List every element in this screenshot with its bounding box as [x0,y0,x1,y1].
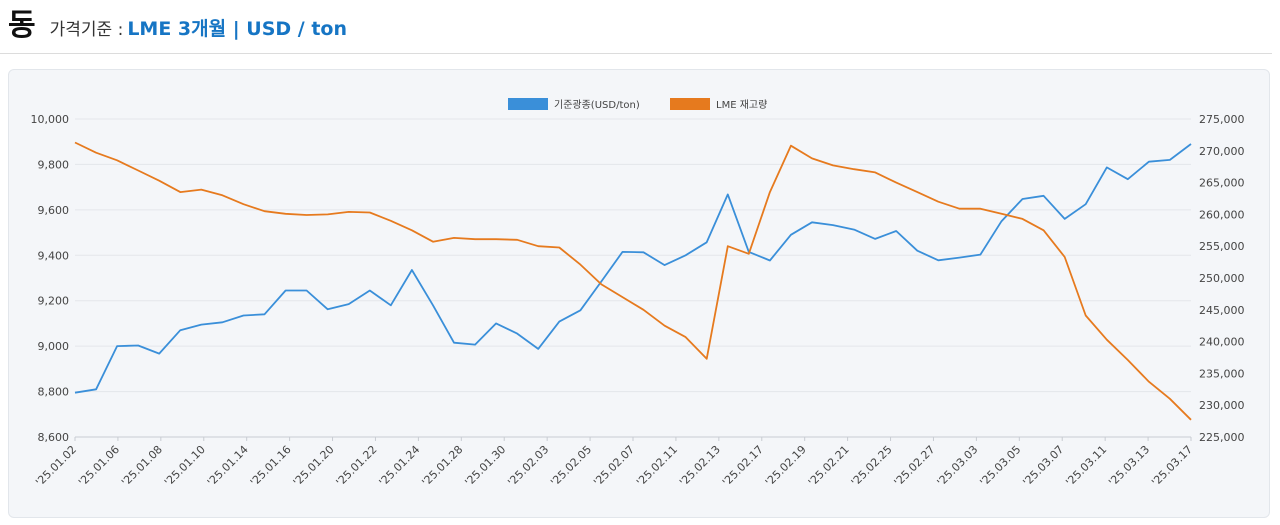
x-tick-label: '25.02.17 [720,443,766,489]
legend-swatch [508,98,548,110]
y-left-tick-label: 9,600 [38,204,70,217]
y-left-tick-label: 9,000 [38,340,70,353]
legend-label: LME 재고량 [716,99,767,111]
x-tick-label: '25.02.25 [849,443,895,489]
grid-lines [75,118,1191,438]
x-tick-label: '25.01.06 [76,443,122,489]
y-left-tick-label: 8,600 [38,431,70,444]
page-header: 동 가격기준 : LME 3개월 | USD / ton [8,4,347,48]
x-tick-label: '25.03.03 [935,443,981,489]
chart-legend[interactable]: 기준광종(USD/ton) LME 재고량 [508,98,767,111]
x-tick-label: '25.01.16 [248,443,294,489]
x-tick-label: '25.03.17 [1149,443,1195,489]
x-tick-label: '25.01.20 [291,443,337,489]
x-tick-label: '25.01.02 [33,443,79,489]
y-left-tick-label: 8,800 [38,386,70,399]
y-right-tick-label: 230,000 [1199,399,1245,412]
price-stock-chart: 8,600 8,800 9,000 9,200 9,400 9,600 9,800 10,00… [31,98,1245,489]
legend-item-2[interactable]: LME 재고량 [670,98,767,111]
y-left-tick-label: 9,400 [38,249,70,262]
x-tick-label: '25.03.11 [1063,443,1109,489]
y-left-tick-label: 10,000 [31,113,70,126]
price-basis-label: 가격기준 : [49,20,124,40]
price-basis-value: LME 3개월 | USD / ton [127,18,347,40]
y-right-tick-label: 240,000 [1199,336,1245,349]
series-lines [74,141,1192,421]
legend-swatch [670,98,710,110]
y-axis-right: 225,000 230,000 235,000 240,000 245,000 250,0… [1199,113,1245,444]
x-tick-label: '25.01.22 [334,443,380,489]
y-right-tick-label: 265,000 [1199,177,1245,190]
x-tick-label: '25.01.28 [419,443,465,489]
y-left-tick-label: 9,200 [38,295,70,308]
metal-name: 동 [8,8,36,43]
x-tick-label: '25.01.10 [162,443,208,489]
y-right-tick-label: 225,000 [1199,431,1245,444]
y-right-tick-label: 235,000 [1199,367,1245,380]
y-right-tick-label: 260,000 [1199,208,1245,221]
y-right-tick-label: 255,000 [1199,240,1245,253]
x-tick-label: '25.01.08 [119,443,165,489]
legend-label: 기준광종(USD/ton) [554,99,640,111]
y-right-tick-label: 245,000 [1199,304,1245,317]
x-tick-label: '25.01.14 [205,443,251,489]
x-tick-label: '25.02.05 [548,443,594,489]
series-line-1 [74,143,1192,394]
x-tick-label: '25.02.07 [591,443,637,489]
x-axis: '25.01.02'25.01.06'25.01.08'25.01.10'25.… [33,437,1195,489]
y-right-tick-label: 270,000 [1199,145,1245,158]
x-tick-label: '25.02.19 [763,443,809,489]
y-right-tick-label: 250,000 [1199,272,1245,285]
x-tick-label: '25.02.13 [677,443,723,489]
series-line-2 [74,141,1192,421]
legend-item-1[interactable]: 기준광종(USD/ton) [508,98,640,111]
y-axis-left: 8,600 8,800 9,000 9,200 9,400 9,600 9,800 10,00… [31,113,70,444]
x-tick-label: '25.02.21 [806,443,852,489]
x-tick-label: '25.02.03 [505,443,551,489]
chart-panel: 8,600 8,800 9,000 9,200 9,400 9,600 9,800 10,00… [8,69,1270,518]
x-tick-label: '25.02.27 [892,443,938,489]
x-tick-label: '25.03.07 [1020,443,1066,489]
x-tick-label: '25.01.24 [377,443,423,489]
x-tick-label: '25.03.13 [1106,443,1152,489]
y-left-tick-label: 9,800 [38,158,70,171]
x-tick-label: '25.03.05 [977,443,1023,489]
y-right-tick-label: 275,000 [1199,113,1245,126]
x-tick-label: '25.02.11 [634,443,680,489]
header-divider [0,53,1272,54]
x-tick-label: '25.01.30 [462,443,508,489]
